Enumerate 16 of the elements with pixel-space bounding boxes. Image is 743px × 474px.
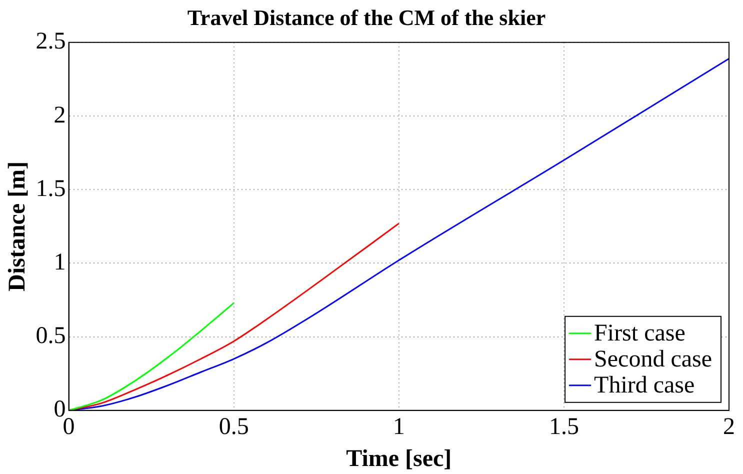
legend-label: First case xyxy=(594,320,686,347)
x-tick-label: 2 xyxy=(723,414,735,440)
x-axis-title: Time [sec] xyxy=(346,446,452,472)
y-tick-label: 1 xyxy=(54,249,66,276)
x-tick-label: 0.5 xyxy=(218,414,249,440)
legend-label: Second case xyxy=(594,346,712,373)
legend-label: Third case xyxy=(594,372,695,399)
y-axis-title: Distance [m] xyxy=(4,161,31,292)
x-tick-label: 1.5 xyxy=(548,414,579,440)
line-series xyxy=(68,302,235,410)
x-tick-label: 1 xyxy=(392,414,405,440)
y-tick-label: 2 xyxy=(54,102,66,128)
y-tick-label: 2.5 xyxy=(36,28,66,55)
y-tick-label: 0.5 xyxy=(36,323,66,350)
y-tick-label: 1.5 xyxy=(36,176,66,202)
chart-title: Travel Distance of the CM of the skier xyxy=(187,4,546,30)
